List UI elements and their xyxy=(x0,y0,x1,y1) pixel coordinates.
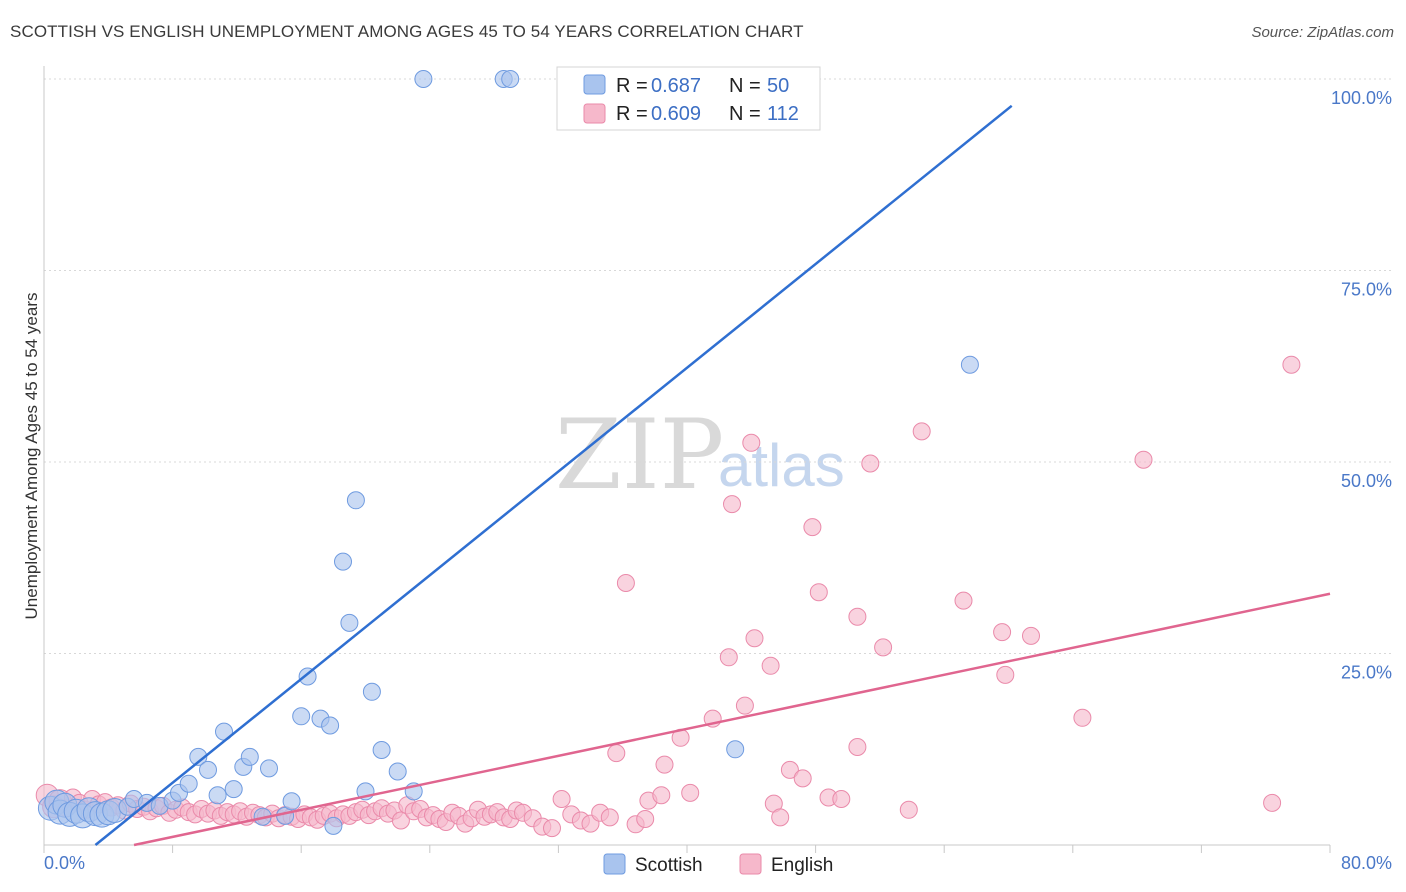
english-point xyxy=(793,769,812,788)
scottish-point xyxy=(321,716,340,735)
chart-title: SCOTTISH VS ENGLISH UNEMPLOYMENT AMONG A… xyxy=(10,22,804,41)
watermark-zip: ZIP xyxy=(555,399,724,511)
english-point xyxy=(861,454,880,473)
scottish-point xyxy=(260,759,278,778)
english-point xyxy=(1282,355,1301,374)
scottish-point xyxy=(240,747,259,766)
english-point xyxy=(600,808,619,827)
scottish-point xyxy=(340,613,359,632)
scottish-point xyxy=(292,707,311,726)
series-legend-swatch-english xyxy=(739,853,762,875)
legend-r-label-scottish: R = xyxy=(616,75,648,97)
source-credit: Source: ZipAtlas.com xyxy=(1251,24,1394,41)
legend-n-label-scottish: N = xyxy=(729,75,761,97)
scottish-point xyxy=(282,792,301,811)
scottish-point xyxy=(726,740,745,759)
scottish-point xyxy=(388,762,407,781)
english-point xyxy=(655,755,674,774)
english-point xyxy=(1134,450,1153,469)
axes xyxy=(43,66,1331,853)
legend-n-value-english: 112 xyxy=(767,103,799,125)
legend-swatch-english xyxy=(583,103,606,124)
english-point xyxy=(745,629,764,648)
english-point xyxy=(899,800,918,819)
english-point xyxy=(993,623,1012,642)
english-point xyxy=(681,783,700,802)
english-point xyxy=(954,591,973,610)
scottish-point xyxy=(362,682,381,701)
watermark-atlas: atlas xyxy=(718,432,845,499)
x-tick-labels: 0.0% 80.0% xyxy=(44,853,1392,873)
english-point xyxy=(391,811,410,830)
y-tick-labels: 25.0% 50.0% 75.0% 100.0% xyxy=(1331,88,1392,683)
scottish-point xyxy=(414,70,433,88)
series-legend-swatch-scottish xyxy=(603,853,626,875)
scottish-point xyxy=(189,747,208,766)
y-tick-label-0: 25.0% xyxy=(1341,663,1392,683)
english-point xyxy=(719,648,738,667)
english-point xyxy=(607,744,626,763)
english-point xyxy=(552,790,571,808)
english-point xyxy=(543,819,561,838)
scottish-point xyxy=(960,355,979,374)
english-point xyxy=(761,656,780,675)
english-point xyxy=(636,810,655,828)
english-point xyxy=(1263,793,1282,812)
correlation-legend: R = 0.687 N = 50 R = 0.609 N = 112 xyxy=(556,66,821,131)
series-legend: Scottish English xyxy=(603,853,833,876)
english-point xyxy=(803,518,822,537)
english-point xyxy=(616,574,635,592)
scottish-point xyxy=(501,70,520,88)
series-legend-label-scottish: Scottish xyxy=(635,855,703,876)
english-point xyxy=(996,665,1015,684)
english-point xyxy=(771,808,790,827)
english-point xyxy=(735,696,754,715)
x-tick-label-min: 0.0% xyxy=(44,853,85,873)
scottish-trendline xyxy=(94,104,1013,846)
series-legend-label-english: English xyxy=(771,855,833,876)
grid xyxy=(44,78,1392,654)
scottish-point xyxy=(208,786,227,805)
watermark: ZIP atlas xyxy=(555,399,845,511)
scottish-point xyxy=(334,552,352,571)
english-point xyxy=(780,760,799,779)
x-tick-label-max: 80.0% xyxy=(1341,853,1392,873)
legend-n-label-english: N = xyxy=(729,103,761,125)
english-point xyxy=(1022,626,1040,645)
legend-n-value-scottish: 50 xyxy=(767,75,789,97)
english-point xyxy=(848,607,867,626)
scottish-point xyxy=(372,741,391,759)
english-point xyxy=(848,738,867,756)
english-point xyxy=(912,422,931,441)
english-point xyxy=(723,495,741,514)
scottish-point xyxy=(324,816,343,835)
scottish-point xyxy=(224,780,243,799)
legend-r-label-english: R = xyxy=(616,103,648,125)
scottish-series xyxy=(37,70,979,835)
scottish-point xyxy=(346,491,365,510)
y-tick-label-3: 100.0% xyxy=(1331,88,1392,108)
english-point xyxy=(652,786,671,805)
english-point xyxy=(874,638,893,657)
english-point xyxy=(809,583,828,602)
english-trendline xyxy=(133,592,1331,847)
scottish-point xyxy=(179,774,198,793)
english-point xyxy=(1073,708,1092,727)
english-point xyxy=(832,790,851,808)
legend-r-value-scottish: 0.687 xyxy=(651,75,701,97)
y-tick-label-2: 75.0% xyxy=(1341,280,1392,300)
scottish-point xyxy=(199,760,217,779)
legend-swatch-scottish xyxy=(583,74,606,95)
y-tick-label-1: 50.0% xyxy=(1341,471,1392,491)
scottish-point xyxy=(298,667,317,686)
y-axis-label: Unemployment Among Ages 45 to 54 years xyxy=(22,293,41,620)
legend-r-value-english: 0.609 xyxy=(651,103,701,125)
english-point xyxy=(742,433,761,452)
